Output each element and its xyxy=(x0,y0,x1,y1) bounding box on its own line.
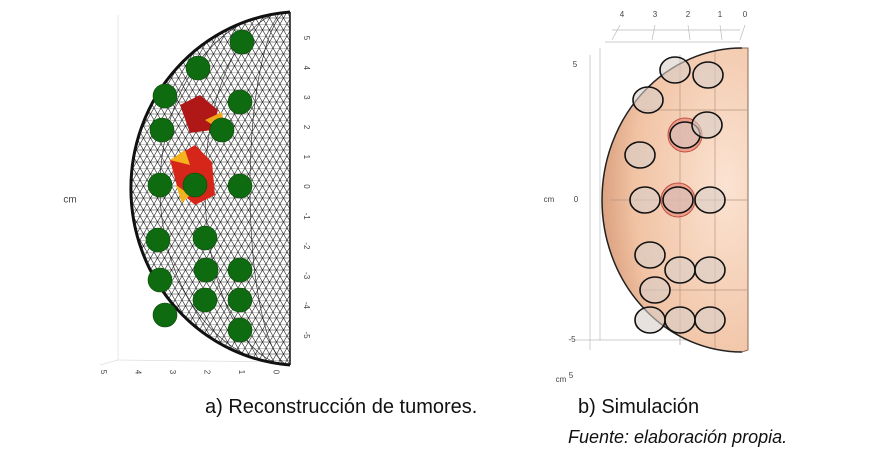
figure: 543210-1-2-3-4-5543210cm 4321050-5cmcm5 … xyxy=(0,0,890,450)
electrode xyxy=(228,288,252,312)
electrode xyxy=(630,187,660,213)
electrode xyxy=(693,62,723,88)
top-tick-label: 3 xyxy=(653,10,658,19)
electrode xyxy=(228,318,252,342)
y-tick-label: 5 xyxy=(302,36,311,41)
x-tick-label: 4 xyxy=(133,370,142,375)
electrode xyxy=(186,56,210,80)
left-tick-label: -5 xyxy=(568,335,576,344)
top-tick-label: 0 xyxy=(743,10,748,19)
y-tick-label: 2 xyxy=(302,125,311,130)
electrode xyxy=(193,226,217,250)
top-tick-label: 2 xyxy=(686,10,691,19)
electrode xyxy=(153,303,177,327)
y-tick-label: 0 xyxy=(302,184,311,189)
y-tick-label: -4 xyxy=(302,302,311,310)
top-tick-label: 1 xyxy=(718,10,723,19)
y-tick-label: -3 xyxy=(302,272,311,280)
electrode xyxy=(635,307,665,333)
electrode xyxy=(210,118,234,142)
y-tick-label: -5 xyxy=(302,331,311,339)
y-tick-label: 4 xyxy=(302,65,311,70)
x-tick-label: 5 xyxy=(99,370,108,375)
electrode xyxy=(153,84,177,108)
electrode xyxy=(194,258,218,282)
electrode xyxy=(692,112,722,138)
left-tick-label: 5 xyxy=(573,60,578,69)
electrode xyxy=(635,242,665,268)
y-tick-label: -2 xyxy=(302,242,311,250)
bottom-tick-label: 5 xyxy=(569,371,574,380)
electrode xyxy=(665,257,695,283)
electrode xyxy=(695,187,725,213)
electrode xyxy=(665,307,695,333)
caption-b: b) Simulación xyxy=(578,396,699,419)
electrode xyxy=(640,277,670,303)
electrode xyxy=(663,187,693,213)
electrode xyxy=(228,90,252,114)
caption-a: a) Reconstrucción de tumores. xyxy=(205,396,477,419)
left-tick-label: 0 xyxy=(574,195,579,204)
electrode xyxy=(193,288,217,312)
x-tick-label: 1 xyxy=(237,370,246,375)
electrode xyxy=(228,258,252,282)
electrode xyxy=(146,228,170,252)
axis-label: cm xyxy=(63,195,76,206)
axis-label: cm xyxy=(556,375,567,384)
electrode xyxy=(150,118,174,142)
electrode xyxy=(230,30,254,54)
electrode xyxy=(183,173,207,197)
x-tick-label: 0 xyxy=(271,370,280,375)
x-tick-label: 2 xyxy=(202,370,211,375)
electrode xyxy=(695,307,725,333)
x-tick-label: 3 xyxy=(168,370,177,375)
electrode xyxy=(148,173,172,197)
top-tick-label: 4 xyxy=(620,10,625,19)
y-tick-label: 1 xyxy=(302,155,311,160)
y-tick-label: -1 xyxy=(302,213,311,221)
source-note: Fuente: elaboración propia. xyxy=(568,427,787,448)
axis-label: cm xyxy=(544,195,555,204)
electrode xyxy=(228,174,252,198)
electrode xyxy=(695,257,725,283)
electrode xyxy=(625,142,655,168)
panel-a-image: 5 4 3 2 1 0 -1 -2 -3 -4 -5 5 4 3 2 1 0 cm xyxy=(63,10,420,375)
y-tick-label: 3 xyxy=(302,95,311,100)
electrode xyxy=(148,268,172,292)
electrode xyxy=(633,87,663,113)
electrode xyxy=(660,57,690,83)
